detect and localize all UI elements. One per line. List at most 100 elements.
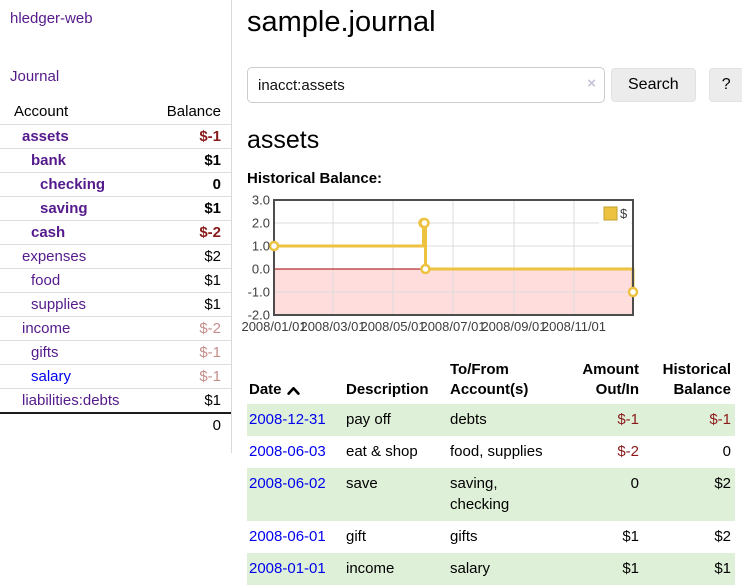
chart-xtick-label: 2008/05/01 — [360, 319, 425, 334]
chart-ytick-label: -2.0 — [248, 308, 270, 323]
account-balance: $2 — [150, 244, 231, 269]
register-row: 2008-12-31 pay off debts $-1 $-1 — [247, 404, 735, 436]
account-name-cell: assets — [0, 124, 151, 149]
chart-border — [273, 199, 634, 316]
account-name-cell: liabilities:debts — [0, 388, 151, 413]
sidebar-account-saving[interactable]: saving — [40, 200, 88, 217]
register-header-date[interactable]: Date — [247, 358, 344, 404]
register-date-cell: 2008-06-02 — [247, 468, 344, 522]
chart-legend-label: $ — [620, 206, 628, 221]
chart-xtick-label: 2008/07/01 — [420, 319, 485, 334]
account-row: supplies $1 — [0, 292, 231, 317]
register-accounts-cell: saving, checking — [450, 474, 510, 514]
register-balance-cell: $-1 — [709, 411, 731, 428]
register-date-cell: 2008-06-01 — [247, 521, 344, 553]
account-balance: 0 — [150, 172, 231, 197]
account-row: liabilities:debts $1 — [0, 388, 231, 413]
search-input[interactable] — [247, 67, 605, 103]
sidebar: hledger-web Journal Account Balance asse… — [0, 0, 232, 453]
register-row: 2008-06-02 save saving, checking 0 $2 — [247, 467, 735, 522]
accounts-total-value: 0 — [150, 412, 231, 437]
clear-search-icon[interactable]: × — [587, 75, 596, 92]
sort-asc-icon — [286, 381, 300, 401]
account-balance: $-1 — [150, 340, 231, 365]
register-accounts-cell: food, supplies — [450, 442, 543, 460]
sidebar-account-liabilities-debts[interactable]: liabilities:debts — [22, 392, 120, 409]
register-amount-cell: 0 — [630, 474, 639, 492]
account-name-cell: gifts — [0, 340, 151, 365]
account-heading: assets — [247, 126, 320, 154]
register-date-cell: 2008-01-01 — [247, 553, 344, 585]
chart-point — [627, 286, 639, 298]
app-title-link[interactable]: hledger-web — [10, 10, 93, 27]
sidebar-account-cash[interactable]: cash — [31, 224, 66, 241]
chart-ytick-label: -1.0 — [248, 285, 270, 300]
register-balance-cell: $1 — [714, 559, 731, 577]
chart-legend-swatch — [603, 206, 618, 221]
account-balance: $1 — [150, 388, 231, 413]
search-button[interactable]: Search — [611, 68, 696, 102]
register-header-amount: Amount Out/In — [582, 361, 639, 398]
account-balance: $-2 — [150, 316, 231, 341]
sidebar-item-journal[interactable]: Journal — [10, 68, 60, 85]
account-name-cell: saving — [0, 196, 151, 221]
sidebar-account-salary[interactable]: salary — [31, 368, 72, 385]
account-name-cell: cash — [0, 220, 151, 245]
account-row: expenses $2 — [0, 244, 231, 269]
account-row: salary $-1 — [0, 364, 231, 389]
register-amount-cell: $1 — [622, 528, 639, 545]
chart-xtick-label: 2008/03/01 — [300, 319, 365, 334]
sidebar-account-checking[interactable]: checking — [40, 176, 106, 193]
register-table: Date Description To/From Account(s) Amoun… — [247, 358, 735, 585]
register-accounts-cell: salary — [450, 559, 491, 577]
transaction-date-link[interactable]: 2008-12-31 — [249, 411, 326, 428]
chart-point — [420, 263, 431, 275]
register-header-accounts: To/From Account(s) — [450, 361, 529, 398]
chart-xtick-label: 2008/11/01 — [542, 319, 606, 334]
transaction-date-link[interactable]: 2008-06-03 — [249, 442, 326, 460]
register-row: 2008-06-03 eat & shop food, supplies $-2 0 — [247, 436, 735, 468]
account-name-cell: food — [0, 268, 151, 293]
chart-ytick-label: 2.0 — [252, 216, 270, 231]
sidebar-account-assets[interactable]: assets — [22, 128, 69, 145]
account-name-cell: checking — [0, 172, 151, 197]
account-balance: $-1 — [150, 124, 231, 149]
account-balance: $1 — [150, 148, 231, 173]
sidebar-account-gifts[interactable]: gifts — [31, 344, 59, 361]
register-header-description: Description — [346, 380, 429, 398]
chart-point — [268, 240, 280, 252]
register-row: 2008-01-01 income salary $1 $1 — [247, 552, 735, 585]
sidebar-account-food[interactable]: food — [31, 272, 61, 289]
register-header-row: Date Description To/From Account(s) Amoun… — [247, 358, 735, 404]
account-row: food $1 — [0, 268, 231, 293]
account-row: income $-2 — [0, 316, 231, 341]
sidebar-account-supplies[interactable]: supplies — [31, 296, 87, 313]
sidebar-account-expenses[interactable]: expenses — [22, 248, 87, 265]
account-balance: $1 — [150, 292, 231, 317]
page-title: sample.journal — [247, 6, 436, 38]
transaction-date-link[interactable]: 2008-06-01 — [249, 528, 326, 545]
chart-xtick-label: 2008/01/01 — [241, 319, 306, 334]
main-content: sample.journal × Search ? assets Histori… — [232, 0, 742, 585]
register-accounts-cell: gifts — [450, 528, 478, 545]
chart-ytick-label: 0.0 — [252, 262, 270, 277]
register-balance-cell: $2 — [714, 474, 731, 492]
search-box: × — [247, 67, 605, 103]
chart-xtick-label: 2008/09/01 — [481, 319, 546, 334]
transaction-date-link[interactable]: 2008-06-02 — [249, 474, 326, 492]
sidebar-account-bank[interactable]: bank — [31, 152, 67, 169]
accounts-total-spacer — [0, 412, 151, 437]
account-balance: $-2 — [150, 220, 231, 245]
help-button[interactable]: ? — [708, 68, 742, 102]
register-amount-cell: $-1 — [617, 411, 639, 428]
account-name-cell: salary — [0, 364, 151, 389]
chart-title: Historical Balance: — [247, 170, 383, 187]
historical-balance-chart: $3.0 2.0 1.0 0.0 -1.0 -2.0 2008/01/01 2008/03/0… — [241, 193, 742, 344]
account-balance: $1 — [150, 268, 231, 293]
register-date-cell: 2008-12-31 — [247, 404, 344, 436]
register-amount-cell: $-2 — [617, 442, 639, 460]
sidebar-account-income[interactable]: income — [22, 320, 71, 337]
account-row: bank $1 — [0, 148, 231, 173]
chart-canvas: $3.0 2.0 1.0 0.0 -1.0 -2.02008/01/012008/03/0… — [241, 193, 639, 334]
transaction-date-link[interactable]: 2008-01-01 — [249, 559, 326, 577]
